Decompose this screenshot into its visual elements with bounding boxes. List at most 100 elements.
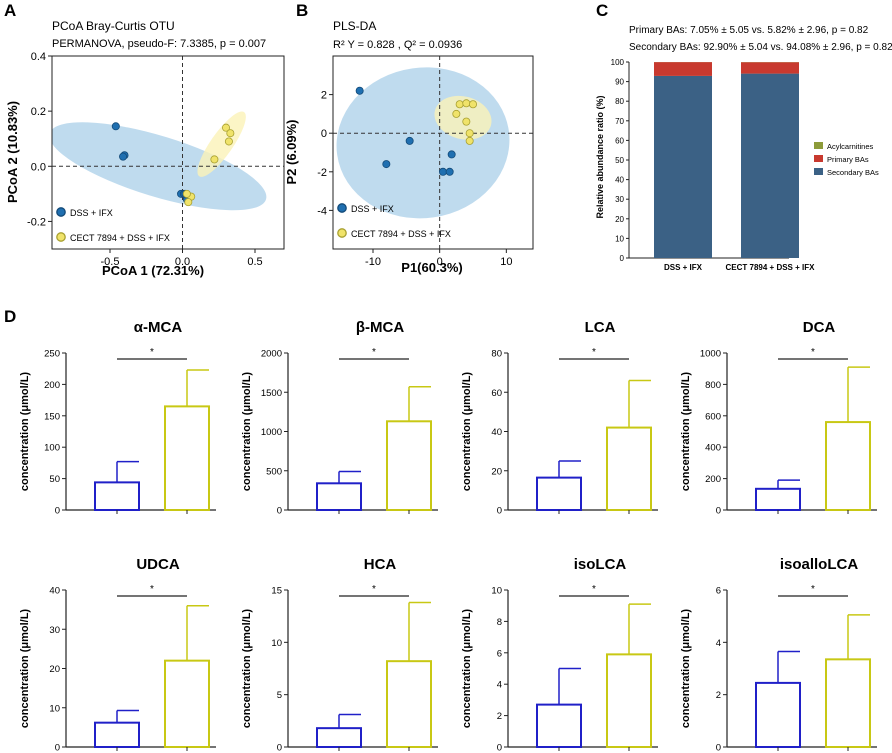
y-tick-label: 10	[615, 234, 624, 243]
bar-chart-dca: DCA concentration (μmol/L) 0 200 400 600 800 10…	[680, 319, 877, 517]
bar-cect-dss-ifx	[164, 405, 210, 512]
y-tick-label: 70	[615, 117, 624, 126]
panel-a-subtitle: PERMANOVA, pseudo-F: 7.3385, p = 0.007	[52, 38, 266, 50]
bar-dss-ifx	[316, 482, 362, 511]
y-axis-label: concentration (μmol/L)	[19, 372, 31, 492]
point-cect	[462, 99, 471, 108]
point-cect	[224, 137, 233, 146]
y-tick-label: 10	[271, 638, 282, 649]
y-tick-label: 40	[491, 427, 502, 438]
chart-title: isoalloLCA	[780, 556, 859, 573]
panel-a-xlabel: PCoA 1 (72.31%)	[102, 263, 204, 278]
significance-star: *	[150, 584, 154, 595]
y-tick-label: 90	[615, 78, 624, 87]
y-tick-label: 100	[611, 58, 625, 67]
bar-chart-isoallolca: isoalloLCA concentration (μmol/L) 0 2 4 6 *	[680, 556, 877, 753]
y-tick-label: 2	[497, 711, 502, 722]
bar-chart-alpha-mca: α-MCA concentration (μmol/L) 0 50 100 150 200 2…	[19, 319, 216, 517]
point-cect	[221, 123, 230, 132]
scatter-plot-A: -0.5 0.0 0.5 -0.2 0.0 0.2 0.4 DSS + IFX CECT 789…	[27, 51, 285, 268]
y-tick-label: 2000	[261, 349, 282, 360]
confidence-ellipse-cect	[434, 95, 492, 140]
plot-frame	[332, 55, 534, 250]
bar-cect-dss-ifx	[825, 421, 871, 511]
legend-swatch	[814, 142, 823, 149]
y-tick-label: 800	[705, 380, 721, 391]
legend-label: DSS + IFX	[70, 208, 113, 218]
y-tick-label: 6	[716, 586, 721, 597]
chart-title: DCA	[803, 319, 836, 336]
y-tick-label: 0	[497, 506, 502, 517]
x-tick-label: 0	[437, 256, 443, 268]
point-cect	[452, 109, 461, 118]
bar-chart-isolca: isoLCA concentration (μmol/L) 0 2 4 6 8 10 *	[461, 556, 658, 753]
bar-dss-ifx	[94, 721, 140, 748]
panel-label-d: D	[4, 307, 16, 326]
y-axis-label: concentration (μmol/L)	[680, 609, 692, 729]
legend-marker-cect	[56, 232, 66, 242]
y-tick-label: 40	[49, 586, 60, 597]
bar-segment-primary-bas	[741, 62, 799, 74]
x-tick-label: -10	[365, 256, 381, 268]
point-cect	[465, 136, 474, 145]
stacked-bar-chart: 0 10 20 30 40 50 60 70 80 90 100 DSS + IFX CECT 7894…	[611, 58, 879, 272]
point-cect	[465, 129, 474, 138]
point-dss	[119, 152, 128, 161]
point-dss	[438, 167, 447, 176]
y-tick-label: 0	[277, 506, 282, 517]
chart-title: LCA	[585, 319, 616, 336]
x-tick-label: 0.0	[175, 256, 190, 268]
chart-title: UDCA	[136, 556, 179, 573]
significance-star: *	[150, 347, 154, 358]
y-tick-label: 1000	[700, 349, 721, 360]
panel-c-ylabel: Relative abundance ratio (%)	[595, 95, 605, 218]
point-cect	[184, 198, 193, 207]
y-tick-label: 60	[615, 136, 624, 145]
panel-c-title-line-1: Primary BAs: 7.05% ± 5.05 vs. 5.82% ± 2.…	[629, 25, 869, 36]
y-tick-label: 20	[491, 466, 502, 477]
bar-dss-ifx	[94, 481, 140, 512]
bar-dss-ifx	[536, 476, 582, 511]
bar-cect-dss-ifx	[606, 426, 652, 512]
bar-dss-ifx	[755, 487, 801, 511]
y-tick-label: 100	[44, 443, 60, 454]
point-dss	[445, 167, 454, 176]
y-tick-label: 80	[491, 349, 502, 360]
y-tick-label: 400	[705, 443, 721, 454]
y-tick-label: 2	[716, 690, 721, 701]
y-tick-label: 150	[44, 411, 60, 422]
bar-segment-secondary-bas	[654, 75, 712, 258]
y-tick-label: 30	[49, 625, 60, 636]
bar-segment-primary-bas	[654, 62, 712, 76]
bar-dss-ifx	[316, 727, 362, 748]
point-cect	[226, 129, 235, 138]
significance-star: *	[811, 347, 815, 358]
y-tick-label: -0.2	[27, 216, 46, 228]
bar-cect-dss-ifx	[386, 660, 432, 749]
legend-marker-dss	[337, 203, 347, 213]
x-category-label: CECT 7894 + DSS + IFX	[726, 263, 816, 272]
point-cect	[182, 189, 191, 198]
bar-chart-udca: UDCA concentration (μmol/L) 0 10 20 30 40 *	[19, 556, 216, 753]
y-tick-label: 0	[716, 743, 721, 753]
point-dss	[382, 160, 391, 169]
legend-label: Primary BAs	[827, 155, 869, 164]
y-tick-label: 4	[716, 638, 721, 649]
chart-title: HCA	[364, 556, 397, 573]
y-tick-label: 2	[321, 90, 327, 102]
y-tick-label: 0.0	[31, 161, 46, 173]
legend-marker-cect	[337, 228, 347, 238]
y-tick-label: 10	[49, 703, 60, 714]
y-axis-label: concentration (μmol/L)	[680, 372, 692, 492]
legend-marker-dss	[56, 207, 66, 217]
y-tick-label: 0.4	[31, 51, 46, 63]
panel-b-subtitle: R² Y = 0.828 , Q² = 0.0936	[333, 39, 462, 51]
x-tick-label: 10	[500, 256, 512, 268]
y-tick-label: 20	[49, 664, 60, 675]
bar-dss-ifx	[536, 703, 582, 748]
y-tick-label: 0	[497, 743, 502, 753]
legend-label: CECT 7894 + DSS + IFX	[70, 233, 170, 243]
y-tick-label: 30	[615, 195, 624, 204]
y-tick-label: 1500	[261, 388, 282, 399]
